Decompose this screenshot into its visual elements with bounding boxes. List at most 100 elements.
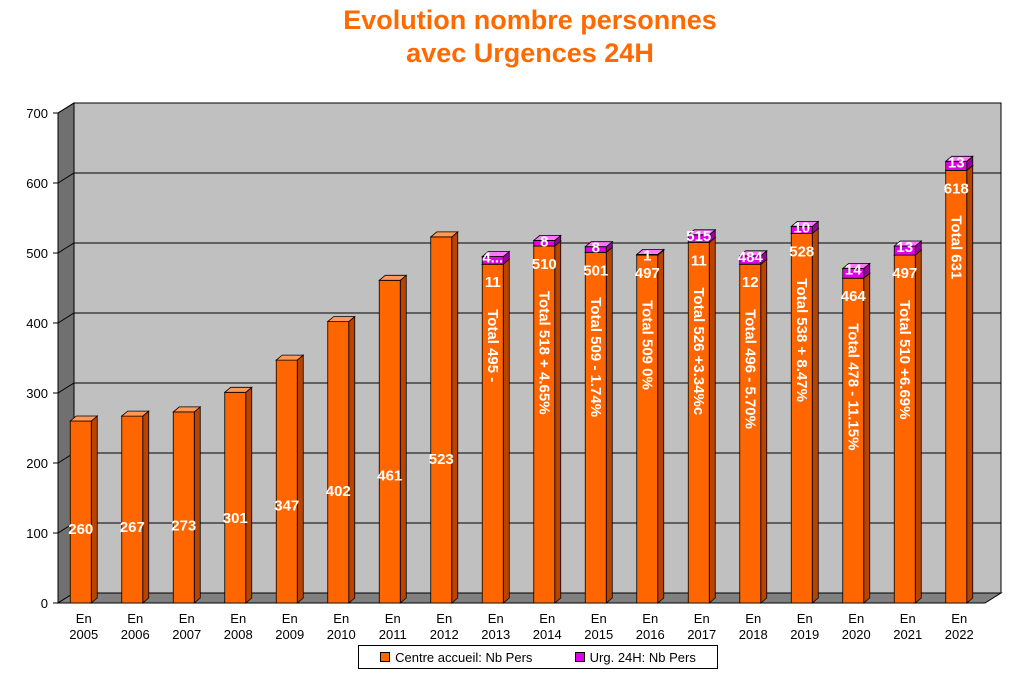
data-label-urgences: 13 [948,154,965,171]
bar-total-annotation: Total 496 - 5.70% [741,309,758,429]
bar-urgences-top [944,155,974,162]
y-tick-label: 300 [26,386,48,401]
bar-centre-accueil-side [863,272,871,604]
bar-total-annotation: Total 495 - [484,309,501,382]
data-label-centre: 11 [691,253,707,270]
bar-urgences-top [893,240,923,247]
x-tick-label-year: 2022 [945,627,974,642]
data-label-centre: 618 [944,180,969,197]
y-tick-label: 600 [26,176,48,191]
legend-swatch-urgences [574,652,585,662]
bar-urgences-top [532,234,562,241]
data-label-centre: 11 [485,274,501,291]
bar-centre-accueil-side [399,274,407,604]
x-tick-label-year: 2017 [687,627,716,642]
bar-centre-accueil-side [708,236,716,604]
bar-total-annotation: Total 509 0% [638,300,655,390]
legend-label-centre: Centre accueil: Nb Pers [395,649,533,665]
x-tick-label-prefix: En [385,611,401,626]
bar-centre-accueil [378,279,401,604]
bar-urgences-top [790,220,820,227]
bar-total-annotation: Total 631 [947,215,964,279]
bar-centre-accueil [430,236,453,604]
x-tick-label-prefix: En [591,611,607,626]
bar-urgences-top [738,250,768,257]
bar-centre-accueil-top [378,274,408,281]
bar-urgences-top [481,251,511,257]
y-tick-label: 0 [41,596,48,611]
data-label-centre: 461 [377,467,402,484]
bar-centre-accueil-top [69,415,99,422]
bar-centre-accueil-top [223,386,253,393]
data-label-urgences: 1 [643,247,651,264]
data-label-centre: 260 [68,521,93,538]
bar-centre-accueil-side [554,240,562,604]
bar-centre-accueil-side [811,227,819,604]
y-tick-label: 200 [26,456,48,471]
x-tick-label-year: 2015 [584,627,613,642]
bar-centre-accueil-top [275,354,305,361]
bar-urgences-top [635,248,665,255]
data-label-centre: 523 [429,451,454,468]
data-label-centre: 497 [892,265,917,282]
data-label-centre: 501 [583,262,608,279]
y-tick-label: 500 [26,246,48,261]
legend-label-urgences: Urg. 24H: Nb Pers [589,649,696,665]
x-tick-label-year: 2016 [636,627,665,642]
bar-centre-accueil-side [451,231,459,604]
bar-urgences-top [584,241,614,248]
gridline [57,102,1001,114]
x-tick-label-prefix: En [179,611,195,626]
x-tick-label-prefix: En [76,611,92,626]
bar-centre-accueil-side [245,386,253,604]
x-tick-label-year: 2012 [430,627,459,642]
x-tick-label-year: 2010 [327,627,356,642]
bar-centre-accueil-side [193,406,201,604]
data-label-centre: 267 [120,519,145,536]
bar-centre-accueil [327,321,350,604]
bar-urgences-top [841,262,871,269]
bar-centre-accueil-side [348,315,356,604]
x-tick-label-prefix: En [848,611,864,626]
data-label-urgences: 515 [686,228,711,245]
bar-centre-accueil-side [605,246,613,604]
bar-centre-accueil-side [966,164,974,604]
x-tick-label-prefix: En [488,611,504,626]
bar-centre-accueil-top [120,410,150,417]
data-label-urgences: 13 [896,239,913,256]
x-tick-label-year: 2008 [224,627,253,642]
bar-centre-accueil-side [760,258,768,604]
x-tick-label-prefix: En [539,611,555,626]
bar-centre-accueil [121,415,144,604]
bar-total-annotation: Total 526 +3.34%c [690,288,707,416]
y-tick-label: 100 [26,526,48,541]
legend-swatch-centre [380,652,391,662]
legend-item-urgences: Urg. 24H: Nb Pers [574,649,696,665]
bar-centre-accueil-side [914,249,922,604]
chart-title-line-2: avec Urgences 24H [406,38,654,68]
data-label-centre: 497 [635,265,660,282]
x-tick-label-prefix: En [127,611,143,626]
x-tick-label-prefix: En [282,611,298,626]
x-tick-label-prefix: En [745,611,761,626]
x-tick-label-prefix: En [694,611,710,626]
bar-centre-accueil-top [172,406,202,413]
bar-centre-accueil [172,411,195,604]
data-label-urgences: 8 [592,240,600,257]
bar-centre-accueil-side [657,249,665,604]
bar-centre-accueil-side [142,410,150,604]
bar-centre-accueil-side [296,354,304,604]
x-tick-label-prefix: En [900,611,916,626]
bar-centre-accueil-top [429,231,459,238]
x-tick-label-prefix: En [797,611,813,626]
y-tick-label: 400 [26,316,48,331]
bar-centre-accueil-top [326,316,356,323]
bar-total-annotation: Total 538 + 8.47% [793,278,810,402]
bar-centre-accueil [224,391,247,604]
data-label-centre: 301 [223,510,248,527]
bar-centre-accueil [69,420,92,604]
bar-total-annotation: Total 509 - 1.74% [587,297,604,417]
x-tick-label-prefix: En [230,611,246,626]
x-tick-label-year: 2018 [739,627,768,642]
